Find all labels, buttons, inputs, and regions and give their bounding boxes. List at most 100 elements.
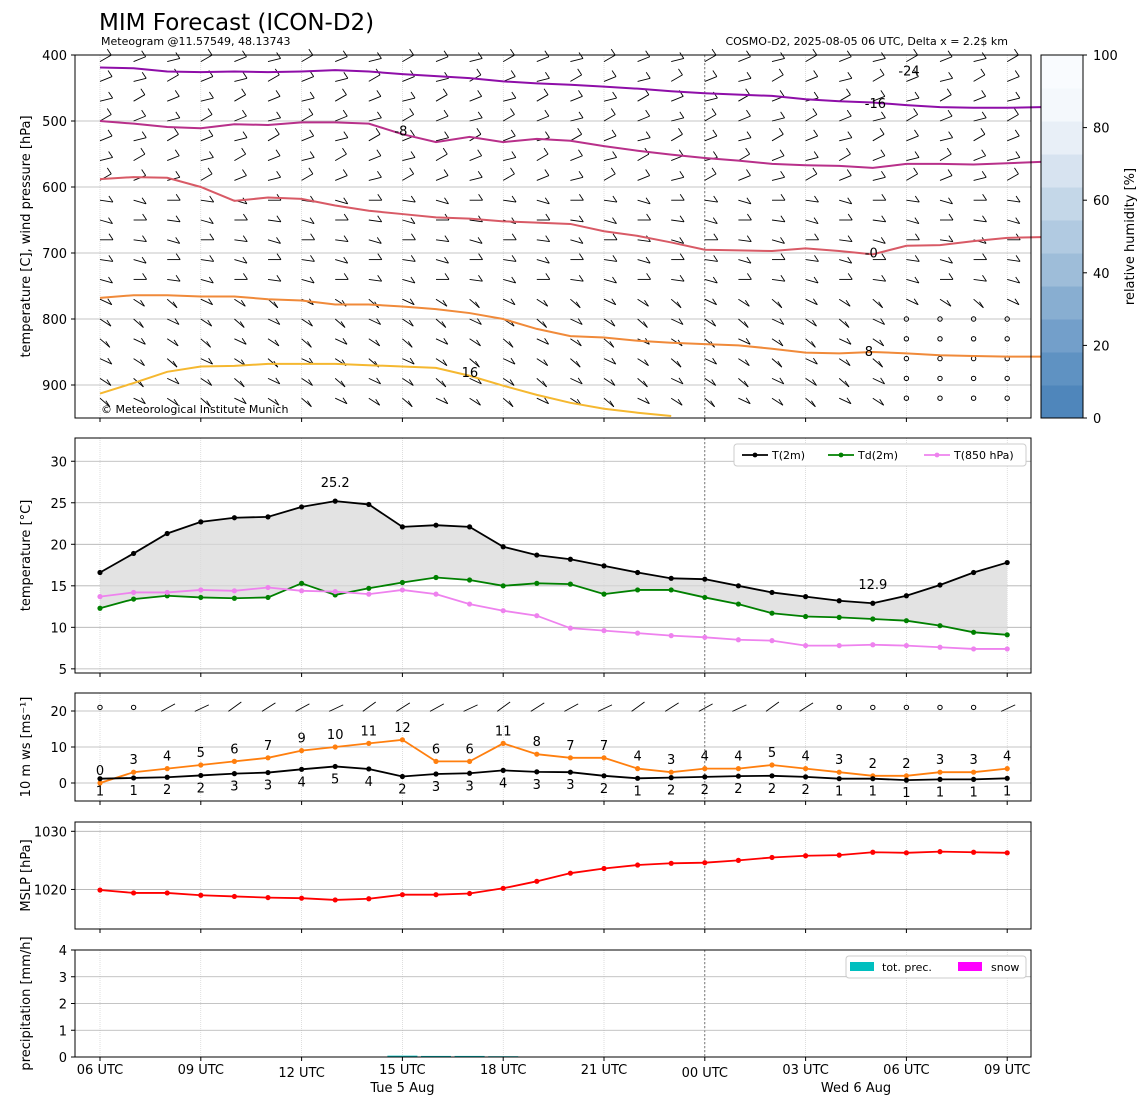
wind-barb-flag bbox=[208, 217, 214, 224]
wind-barb-flag bbox=[444, 131, 449, 138]
wind-barb-flag bbox=[578, 215, 584, 223]
legend-swatch bbox=[850, 962, 874, 971]
wind-barb-flag bbox=[676, 301, 682, 308]
wind-barb bbox=[200, 397, 211, 408]
series-point bbox=[803, 613, 809, 620]
wind-barb bbox=[503, 278, 516, 284]
wind-barb bbox=[838, 153, 851, 161]
wind-barb bbox=[435, 259, 449, 264]
wind-barb-flag bbox=[410, 255, 416, 262]
wind-barb bbox=[738, 259, 752, 264]
series-point bbox=[903, 773, 910, 779]
wind-barb-flag bbox=[511, 233, 517, 241]
wind-barb-flag bbox=[980, 68, 986, 76]
temperature-ytick-label: 10 bbox=[50, 621, 67, 636]
series-point bbox=[97, 594, 103, 600]
wind-barb bbox=[838, 358, 851, 367]
wind-barb-flag bbox=[208, 276, 214, 284]
wind-barb-flag bbox=[610, 319, 616, 327]
colorbar-tick-label: 80 bbox=[1093, 122, 1110, 137]
wind-value-label: 1 bbox=[96, 785, 104, 800]
figure-title: MIM Forecast (ICON-D2) bbox=[99, 10, 374, 36]
series-line bbox=[99, 500, 1008, 605]
wind-barb-flag bbox=[105, 341, 111, 348]
wind-barb bbox=[637, 239, 651, 243]
wind-barb-flag bbox=[645, 197, 651, 205]
wind-barb bbox=[738, 56, 751, 63]
calm-wind-marker bbox=[937, 355, 943, 362]
wind-barb-flag bbox=[477, 318, 482, 325]
wind-barb bbox=[200, 173, 213, 181]
wind-barb-flag bbox=[544, 169, 550, 176]
wind-barb bbox=[301, 76, 314, 82]
isotherm-label: -0 bbox=[865, 247, 878, 262]
wind-barb-flag bbox=[140, 88, 146, 95]
series-point bbox=[971, 629, 977, 635]
wind-barb bbox=[872, 74, 885, 82]
wind-barb-flag bbox=[274, 128, 280, 135]
wind-barb-flag bbox=[477, 111, 483, 119]
wind-barb bbox=[570, 95, 583, 102]
mslp-frame bbox=[74, 821, 1032, 930]
wind-barb-flag bbox=[173, 339, 179, 347]
date-label: Tue 5 Aug bbox=[369, 1081, 434, 1096]
series-point bbox=[500, 740, 506, 747]
wind-barb-flag bbox=[509, 379, 515, 386]
wind-barb bbox=[603, 318, 616, 327]
wind-barb-flag bbox=[141, 197, 147, 205]
series-point bbox=[164, 589, 170, 596]
wind-barb-flag bbox=[779, 377, 785, 385]
wind-barb-flag bbox=[881, 193, 887, 201]
series-point bbox=[601, 865, 607, 872]
wind-barb bbox=[368, 298, 379, 309]
calm-wind-marker bbox=[870, 704, 876, 711]
series-point bbox=[97, 776, 103, 782]
series-point bbox=[1004, 850, 1010, 856]
series-point bbox=[366, 585, 372, 591]
wind-barb bbox=[503, 298, 516, 306]
wind-barb-flag bbox=[442, 300, 448, 307]
wind-barb-flag bbox=[172, 301, 178, 308]
wind-value-label: 6 bbox=[230, 742, 238, 757]
time-tick-label: 06 UTC bbox=[77, 1063, 123, 1078]
wind-barb bbox=[771, 318, 784, 325]
location-subtitle: Meteogram @11.57549, 48.13743 bbox=[101, 35, 291, 48]
wind-barb-flag bbox=[242, 256, 248, 264]
wind-barb bbox=[368, 397, 380, 406]
wind-barb-flag bbox=[645, 169, 651, 176]
series-point bbox=[534, 751, 540, 757]
dewpoint-spread-fill bbox=[100, 501, 1008, 635]
wind-barb bbox=[234, 397, 247, 405]
wind-barb bbox=[570, 278, 584, 282]
series-point bbox=[635, 569, 641, 576]
wind-barb bbox=[906, 135, 919, 142]
wind-barb bbox=[738, 298, 750, 307]
wind-barb-flag bbox=[914, 276, 920, 284]
wind-barb bbox=[671, 278, 685, 282]
wind-barb-flag bbox=[342, 169, 348, 176]
series-point bbox=[433, 574, 439, 581]
series-point bbox=[971, 646, 977, 652]
wind-barb-flag bbox=[881, 215, 887, 223]
wind-barb bbox=[839, 56, 852, 63]
series-point bbox=[702, 576, 708, 582]
upper-air-ytick-label: 800 bbox=[42, 313, 67, 328]
wind-barb-flag bbox=[881, 171, 886, 178]
wind-barb-flag bbox=[878, 360, 883, 368]
wind-barb bbox=[99, 318, 112, 327]
wind-value-label: 0 bbox=[96, 764, 104, 779]
wind-barb-flag bbox=[577, 68, 583, 76]
legend-box bbox=[733, 443, 1027, 467]
series-point bbox=[567, 755, 574, 761]
wind-barb-flag bbox=[407, 341, 413, 348]
wind-barb-flag bbox=[679, 171, 685, 178]
wind-barb bbox=[234, 56, 247, 63]
wind-barb-flag bbox=[813, 129, 819, 137]
wind-barb-flag bbox=[444, 256, 449, 264]
wind-value-label: 1 bbox=[129, 784, 137, 799]
wind-barb-flag bbox=[811, 400, 816, 407]
wind-barb bbox=[906, 259, 920, 262]
wind-barb bbox=[973, 74, 986, 82]
wind-barb bbox=[939, 175, 953, 181]
